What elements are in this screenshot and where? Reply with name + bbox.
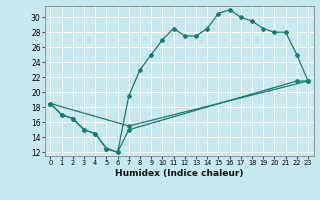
X-axis label: Humidex (Indice chaleur): Humidex (Indice chaleur)	[115, 169, 244, 178]
